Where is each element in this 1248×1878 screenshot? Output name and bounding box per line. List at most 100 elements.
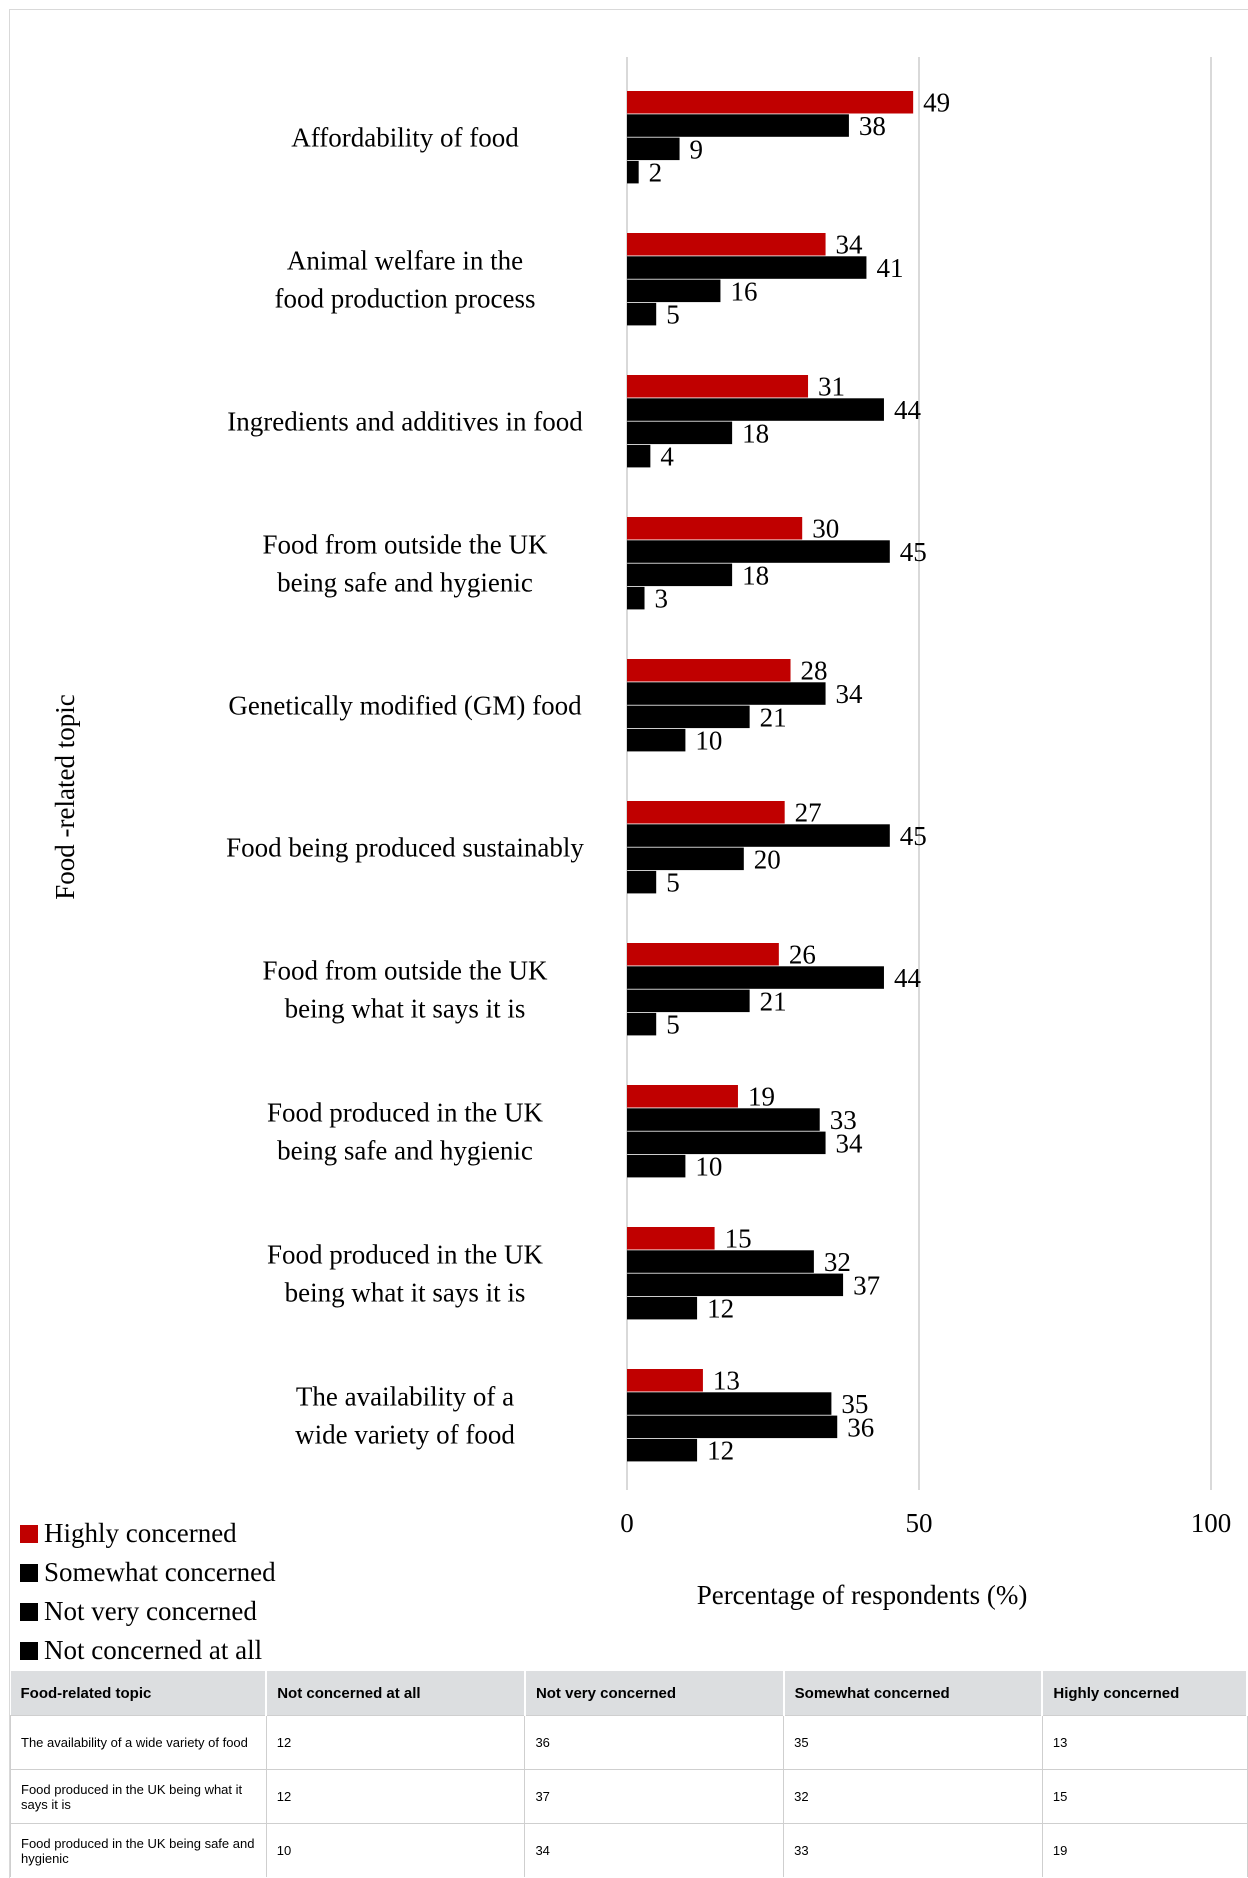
table-cell: 32 — [783, 1769, 1043, 1824]
table-cell: The availability of a wide variety of fo… — [10, 1715, 267, 1770]
bar — [627, 1369, 703, 1392]
bar — [627, 1296, 698, 1320]
data-label: 5 — [666, 300, 680, 330]
table-header-cell: Highly concerned — [1042, 1671, 1248, 1716]
category-label: Affordability of food — [291, 123, 519, 153]
data-label: 5 — [666, 868, 680, 898]
bar — [627, 824, 890, 847]
category-label: food production process — [275, 284, 536, 314]
data-label: 5 — [666, 1010, 680, 1040]
bar — [627, 517, 803, 540]
bar — [627, 1154, 686, 1178]
table-header-cell: Somewhat concerned — [783, 1671, 1044, 1716]
table-cell: 36 — [524, 1715, 785, 1770]
bars — [627, 91, 914, 1462]
category-label: being safe and hygienic — [277, 568, 533, 598]
category-label: Food from outside the UK — [263, 530, 548, 560]
data-label: 36 — [847, 1412, 874, 1442]
data-label: 2 — [649, 158, 663, 188]
bar — [627, 160, 639, 184]
data-label: 37 — [853, 1270, 880, 1300]
data-label: 3 — [655, 584, 669, 614]
category-label: wide variety of food — [295, 1420, 515, 1450]
bar — [627, 659, 791, 682]
data-label: 4 — [660, 442, 674, 472]
bar-chart: 49 38 92 34 41 16 5 31 44 18 4 30 45 18 3 28 34 21 10 27 45 2… — [50, 57, 1232, 1610]
data-label: 27 — [795, 798, 822, 828]
legend-label: Highly concerned — [44, 1518, 237, 1548]
data-label: 45 — [900, 821, 927, 851]
table-cell: 13 — [1042, 1715, 1248, 1770]
data-label: 12 — [707, 1294, 734, 1324]
bar — [627, 1392, 832, 1415]
category-label: Food produced in the UK — [267, 1098, 543, 1128]
data-label: 44 — [894, 963, 922, 993]
data-label: 45 — [900, 537, 927, 567]
data-label: 10 — [695, 726, 722, 756]
table-row: Food produced in the UK being what it sa… — [10, 1769, 1248, 1824]
data-label: 26 — [789, 940, 816, 970]
bar — [627, 91, 914, 114]
legend-swatch — [20, 1563, 38, 1582]
bar — [627, 233, 826, 256]
data-label: 33 — [830, 1105, 857, 1135]
bar — [627, 444, 651, 468]
legend-swatch — [20, 1524, 38, 1543]
table-cell: 35 — [783, 1715, 1043, 1770]
data-label: 20 — [754, 844, 781, 874]
category-label: Animal welfare in the — [287, 246, 523, 276]
table-cell: Food produced in the UK being what it sa… — [10, 1769, 267, 1824]
data-label: 12 — [707, 1436, 734, 1466]
table-cell: 19 — [1042, 1823, 1248, 1877]
bar — [627, 801, 785, 824]
value-labels: 49 38 92 34 41 16 5 31 44 18 4 30 45 18 3 28 34 21 10 27 45 2… — [649, 88, 950, 1466]
table-header-cell: Food-related topic — [10, 1671, 268, 1716]
data-label: 21 — [760, 986, 787, 1016]
legend-item: Highly concerned — [20, 1514, 276, 1553]
bar — [627, 989, 750, 1013]
category-labels: Affordability of food Animal welfare in t… — [226, 123, 584, 1450]
bar — [627, 1108, 820, 1131]
table-cell: 12 — [266, 1769, 526, 1824]
x-tick-label: 100 — [1191, 1508, 1232, 1538]
bar — [627, 1227, 715, 1250]
bar — [627, 870, 657, 894]
data-label: 13 — [713, 1366, 740, 1396]
bar — [627, 586, 645, 610]
legend-item: Not very concerned — [20, 1592, 276, 1631]
bar — [627, 375, 809, 398]
bar — [627, 943, 779, 966]
category-label: Genetically modified (GM) food — [228, 691, 582, 721]
x-tick-label: 50 — [906, 1508, 933, 1538]
data-label: 41 — [876, 253, 903, 283]
bar — [627, 114, 849, 137]
bar — [627, 137, 680, 161]
bar — [627, 540, 890, 563]
category-label: Ingredients and additives in food — [227, 407, 583, 437]
legend: Highly concerned Somewhat concerned Not ve… — [20, 1514, 276, 1670]
data-label: 21 — [760, 702, 787, 732]
data-label: 18 — [742, 560, 769, 590]
bar — [627, 966, 884, 989]
category-label: Food being produced sustainably — [226, 833, 584, 863]
bar — [627, 1250, 814, 1273]
legend-label: Not concerned at all — [44, 1635, 263, 1665]
x-tick-label: 0 — [620, 1508, 634, 1538]
legend-swatch — [20, 1641, 38, 1660]
bar — [627, 421, 733, 445]
data-label: 34 — [836, 1128, 864, 1158]
legend-item: Not concerned at all — [20, 1631, 276, 1670]
category-label: being safe and hygienic — [277, 1136, 533, 1166]
legend-swatch — [20, 1602, 38, 1621]
bar — [627, 728, 686, 752]
table-cell: 12 — [266, 1715, 526, 1770]
bar — [627, 563, 733, 587]
bar — [627, 398, 884, 421]
data-label: 18 — [742, 418, 769, 448]
bar — [627, 302, 657, 326]
data-label: 34 — [836, 679, 864, 709]
bar — [627, 1012, 657, 1036]
bar — [627, 847, 744, 871]
data-label: 15 — [725, 1224, 752, 1254]
data-label: 19 — [748, 1082, 775, 1112]
